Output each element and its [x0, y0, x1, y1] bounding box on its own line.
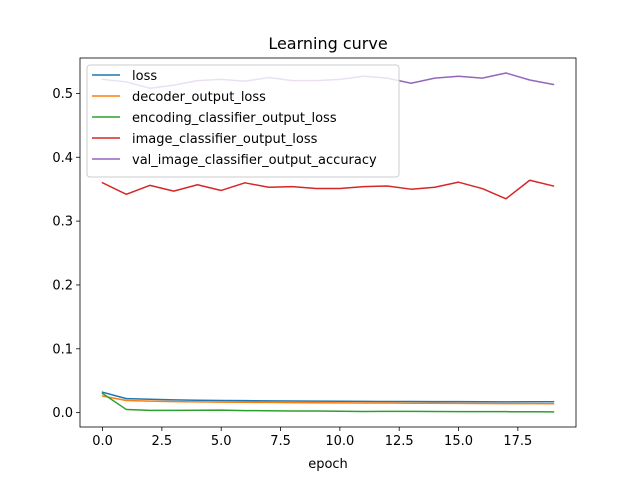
x-tick-label: 17.5 [503, 434, 532, 449]
y-tick-label: 0.4 [52, 151, 73, 166]
legend-box [86, 64, 400, 178]
x-tick-label: 10.0 [325, 434, 354, 449]
legend-label-image-classifier-output-loss: image_classifier_output_loss [132, 132, 318, 147]
axes-layer: 0.0 2.5 5.0 7.5 10.0 12.5 15.0 17.5 0.0 0.1 0.2 0.3… [52, 57, 577, 449]
series-layer [101, 72, 555, 413]
chart-title: Learning curve [268, 34, 387, 53]
series-line-encoding-classifier-output-loss [101, 392, 555, 413]
series-line-loss [101, 391, 555, 403]
plot-area: 0.0 2.5 5.0 7.5 10.0 12.5 15.0 17.5 0.0 0.1 0.2 0.3… [52, 57, 577, 449]
legend-label-decoder-output-loss: decoder_output_loss [132, 90, 266, 105]
legend: loss decoder_output_loss encoding_classifi… [86, 64, 400, 178]
y-tick-label: 0.2 [52, 278, 73, 293]
y-tick-label: 0.1 [52, 342, 73, 357]
plot-frame [79, 57, 577, 428]
y-tick-label: 0.5 [52, 87, 73, 102]
x-tick-label: 15.0 [444, 434, 473, 449]
x-tick-label: 12.5 [385, 434, 414, 449]
legend-label-val-image-classifier-output-accuracy: val_image_classifier_output_accuracy [132, 153, 377, 168]
y-tick-label: 0.0 [52, 406, 73, 421]
x-tick-label: 2.5 [152, 434, 173, 449]
x-tick-label: 7.5 [270, 434, 291, 449]
series-line-image-classifier-output-loss [101, 179, 555, 200]
legend-label-encoding-classifier-output-loss: encoding_classifier_output_loss [132, 111, 337, 126]
x-tick-label: 5.0 [211, 434, 232, 449]
legend-label-loss: loss [132, 69, 157, 84]
y-tick-label: 0.3 [52, 215, 73, 230]
x-axis-label: epoch [308, 457, 348, 472]
series-line-decoder-output-loss [101, 395, 555, 405]
x-tick-label: 0.0 [92, 434, 113, 449]
